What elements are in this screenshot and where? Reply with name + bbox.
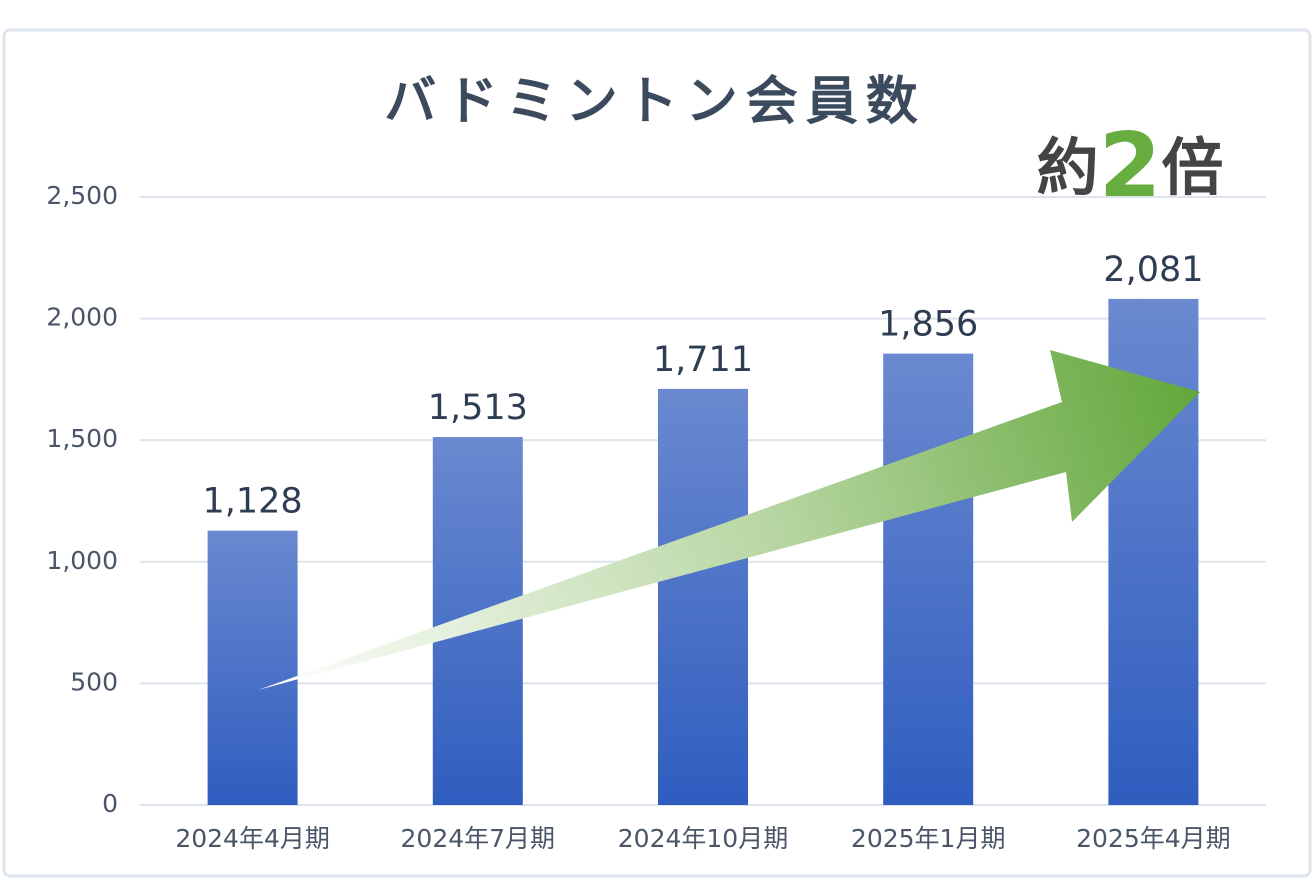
x-tick-label: 2024年10月期 bbox=[618, 824, 788, 853]
x-tick-label: 2024年4月期 bbox=[175, 824, 330, 853]
x-tick-label: 2025年4月期 bbox=[1076, 824, 1231, 853]
value-label: 1,513 bbox=[428, 388, 528, 428]
x-tick-label: 2024年7月期 bbox=[401, 824, 556, 853]
annotation-part: 2 bbox=[1099, 114, 1162, 219]
y-tick-label: 500 bbox=[70, 667, 118, 696]
y-tick-label: 2,500 bbox=[46, 181, 118, 210]
growth-arrow bbox=[258, 350, 1200, 690]
y-tick-label: 0 bbox=[102, 789, 118, 818]
value-label: 1,856 bbox=[878, 305, 978, 345]
x-tick-label: 2025年1月期 bbox=[851, 824, 1006, 853]
value-label: 2,081 bbox=[1103, 250, 1203, 290]
y-tick-label: 1,000 bbox=[46, 546, 118, 575]
annotation-part: 約 bbox=[1037, 131, 1099, 204]
y-tick-label: 1,500 bbox=[46, 424, 118, 453]
value-label: 1,128 bbox=[202, 482, 302, 522]
bar bbox=[658, 388, 748, 805]
value-label: 1,711 bbox=[653, 340, 753, 380]
annotation: 約2倍 bbox=[1037, 114, 1224, 219]
chart-title: バドミントン会員数 bbox=[384, 72, 926, 132]
y-tick-label: 2,000 bbox=[46, 303, 118, 332]
bar bbox=[883, 353, 974, 805]
bar bbox=[207, 530, 298, 805]
annotation-part: 倍 bbox=[1161, 131, 1223, 204]
